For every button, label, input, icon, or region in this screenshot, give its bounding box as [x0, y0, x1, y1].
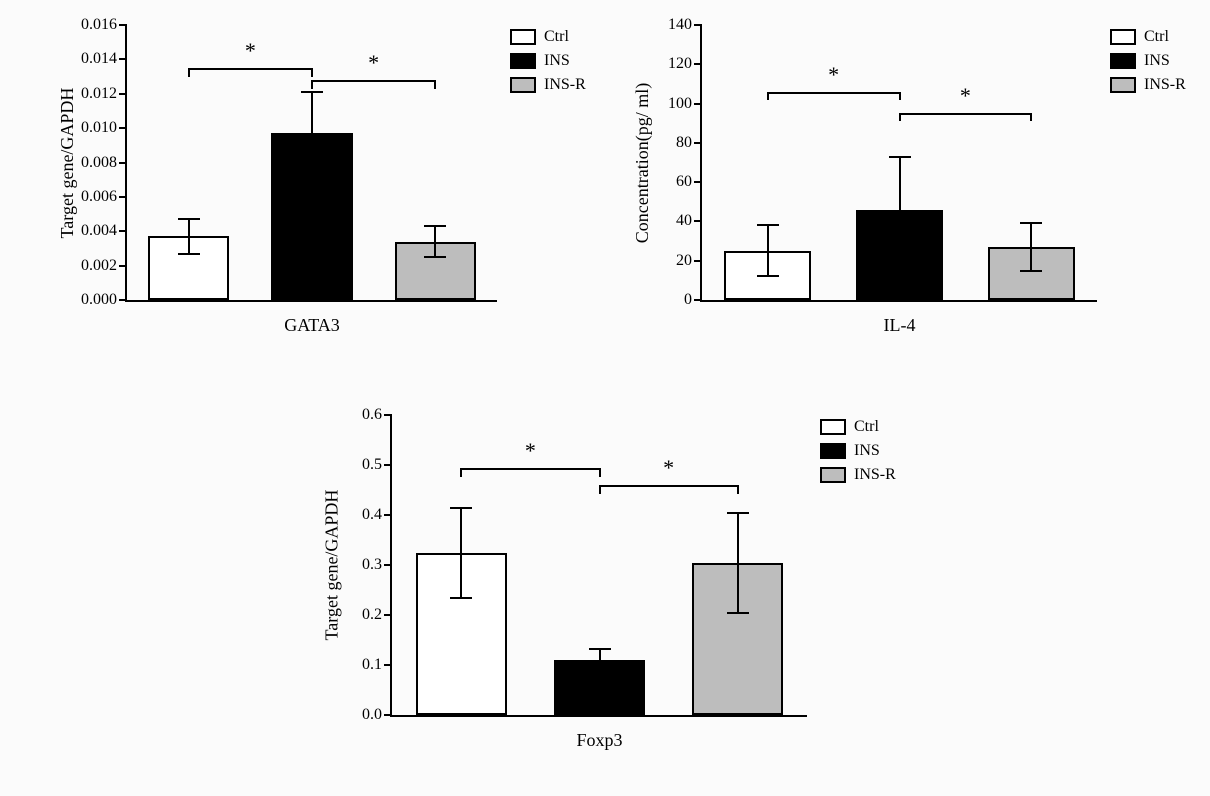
legend-foxp3: Ctrl INS INS-R	[820, 418, 896, 490]
error-cap	[589, 648, 611, 650]
sig-bracket	[189, 68, 312, 70]
legend-swatch	[820, 467, 846, 483]
legend-item-ins: INS	[510, 52, 586, 70]
sig-star: *	[245, 38, 256, 64]
legend-label: Ctrl	[1144, 28, 1169, 46]
error-cap	[178, 253, 200, 255]
panel-il4: Concentration(pg/ ml) 020406080100120140…	[620, 10, 1200, 340]
plot-area-foxp3: 0.00.10.20.30.40.50.6**Foxp3	[390, 415, 807, 717]
sig-bracket	[600, 485, 738, 487]
legend-label: Ctrl	[544, 28, 569, 46]
error-cap	[727, 612, 749, 614]
legend-label: INS	[544, 52, 570, 70]
legend-label: INS-R	[1144, 76, 1186, 94]
error-cap	[1020, 270, 1042, 272]
legend-label: INS-R	[544, 76, 586, 94]
panel-foxp3: Target gene/GAPDH 0.00.10.20.30.40.50.6*…	[300, 400, 920, 760]
legend-swatch	[510, 53, 536, 69]
error-cap	[757, 275, 779, 277]
x-axis-label: IL-4	[884, 315, 916, 336]
error-bar	[737, 513, 739, 613]
legend-item-ins-r: INS-R	[820, 466, 896, 484]
legend-item-ins: INS	[1110, 52, 1186, 70]
error-bar	[599, 649, 601, 671]
error-cap	[1020, 222, 1042, 224]
error-bar	[188, 219, 190, 253]
legend-swatch	[510, 77, 536, 93]
sig-bracket	[768, 92, 900, 94]
error-bar	[434, 226, 436, 257]
legend-label: Ctrl	[854, 418, 879, 436]
error-cap	[450, 597, 472, 599]
panel-gata3: Target gene/GAPDH 0.0000.0020.0040.0060.…	[20, 10, 600, 340]
plot-area-gata3: 0.0000.0020.0040.0060.0080.0100.0120.014…	[125, 25, 497, 302]
sig-bracket	[900, 113, 1032, 115]
error-cap	[889, 156, 911, 158]
y-axis-label: Target gene/GAPDH	[322, 415, 343, 715]
legend-item-ins-r: INS-R	[510, 76, 586, 94]
error-cap	[727, 512, 749, 514]
error-bar	[899, 157, 901, 263]
legend-swatch	[1110, 77, 1136, 93]
plot-area-il4: 020406080100120140**IL-4	[700, 25, 1097, 302]
x-axis-label: Foxp3	[576, 730, 622, 751]
error-cap	[301, 91, 323, 93]
legend-label: INS-R	[854, 466, 896, 484]
error-bar	[1030, 223, 1032, 270]
error-bar	[311, 92, 313, 175]
legend-item-ins: INS	[820, 442, 896, 460]
legend-label: INS	[1144, 52, 1170, 70]
sig-star: *	[525, 438, 536, 464]
sig-star: *	[960, 83, 971, 109]
sig-star: *	[828, 62, 839, 88]
sig-bracket	[312, 80, 435, 82]
legend-item-ins-r: INS-R	[1110, 76, 1186, 94]
sig-star: *	[368, 50, 379, 76]
legend-swatch	[510, 29, 536, 45]
legend-item-ctrl: Ctrl	[510, 28, 586, 46]
legend-gata3: Ctrl INS INS-R	[510, 28, 586, 100]
x-axis-label: GATA3	[284, 315, 340, 336]
legend-label: INS	[854, 442, 880, 460]
legend-swatch	[820, 443, 846, 459]
legend-swatch	[1110, 53, 1136, 69]
error-bar	[767, 225, 769, 276]
legend-item-ctrl: Ctrl	[820, 418, 896, 436]
error-cap	[589, 670, 611, 672]
legend-il4: Ctrl INS INS-R	[1110, 28, 1186, 100]
legend-item-ctrl: Ctrl	[1110, 28, 1186, 46]
error-cap	[889, 262, 911, 264]
error-cap	[450, 507, 472, 509]
y-axis-label: Target gene/GAPDH	[57, 25, 78, 300]
y-axis-label: Concentration(pg/ ml)	[632, 25, 653, 300]
error-cap	[178, 218, 200, 220]
sig-bracket	[461, 468, 599, 470]
legend-swatch	[1110, 29, 1136, 45]
error-cap	[757, 224, 779, 226]
error-cap	[424, 225, 446, 227]
legend-swatch	[820, 419, 846, 435]
error-bar	[460, 508, 462, 598]
error-cap	[424, 256, 446, 258]
error-cap	[301, 174, 323, 176]
sig-star: *	[663, 455, 674, 481]
